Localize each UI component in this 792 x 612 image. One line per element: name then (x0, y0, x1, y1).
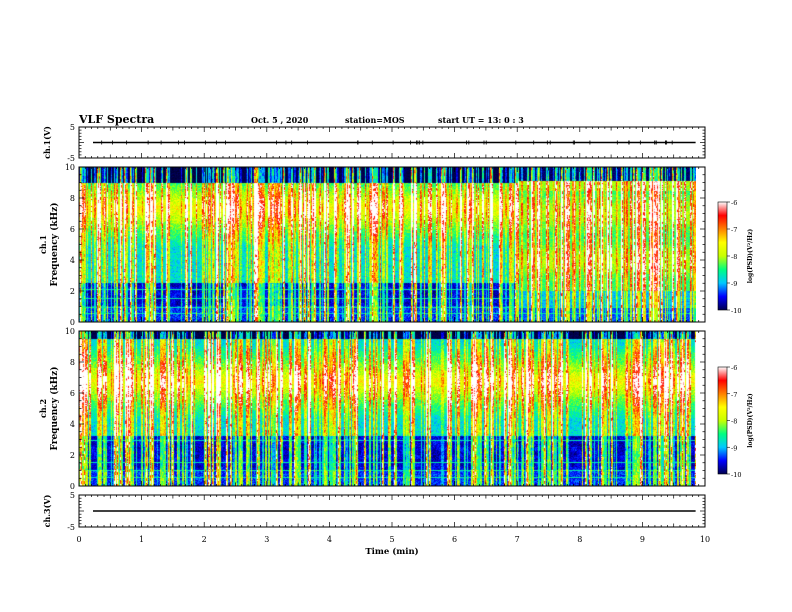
y-tick-label: 4 (70, 256, 75, 265)
y-tick-label: 2 (70, 451, 75, 460)
x-tick-label: 4 (327, 535, 332, 544)
y-tick-label: 2 (70, 287, 75, 296)
start-ut-label: start UT = 13: 0 : 3 (438, 115, 524, 125)
x-tick-label: 8 (577, 535, 582, 544)
station-label: station=MOS (345, 115, 405, 125)
panel-label-1: ch.1(V) (42, 126, 52, 159)
colorbar-tick-label: -8 (731, 418, 737, 426)
panel-label-3: ch.2 (38, 399, 48, 418)
panel-label-2: ch.1 (38, 235, 48, 254)
y-tick-label: 10 (65, 163, 75, 172)
colorbar-2 (717, 366, 728, 475)
x-tick-label: 10 (700, 535, 710, 544)
panel-ylabel-2: Frequency (kHz) (49, 202, 60, 286)
x-tick-label: 2 (202, 535, 207, 544)
colorbar-tick-label: -10 (731, 307, 741, 315)
chart-title: VLF Spectra (79, 113, 155, 126)
x-tick-label: 5 (389, 535, 394, 544)
x-axis-label: Time (min) (365, 546, 418, 557)
y-tick-label: 10 (65, 327, 75, 336)
spectrogram-ch2-image (79, 331, 696, 486)
y-tick-label: 8 (70, 358, 75, 367)
y-tick-label: 5 (70, 123, 75, 132)
x-tick-label: 9 (640, 535, 645, 544)
colorbar-tick-label: -6 (731, 364, 737, 372)
y-tick-label: 5 (70, 491, 75, 500)
colorbar-tick-label: -9 (731, 444, 737, 452)
colorbar-tick-label: -6 (731, 199, 737, 207)
colorbar-label-2: log(PSD)(V²/Hz) (747, 393, 754, 448)
colorbar-tick-label: -7 (731, 226, 737, 234)
y-tick-label: 6 (70, 389, 75, 398)
panel-label-4: ch.3(V) (42, 494, 52, 527)
colorbar-tick-label: -8 (731, 253, 737, 261)
spectrogram-ch1-image (79, 167, 696, 322)
x-tick-label: 1 (139, 535, 144, 544)
y-tick-label: -5 (67, 154, 75, 163)
colorbar-tick-label: -7 (731, 391, 737, 399)
x-tick-label: 6 (452, 535, 457, 544)
y-tick-label: 0 (70, 318, 75, 327)
colorbar-1 (717, 201, 728, 311)
x-tick-label: 3 (264, 535, 269, 544)
y-tick-label: -5 (67, 523, 75, 532)
colorbar-label-1: log(PSD)(V²/Hz) (747, 229, 754, 284)
y-tick-label: 6 (70, 225, 75, 234)
y-tick-label: 8 (70, 194, 75, 203)
colorbar-tick-label: -10 (731, 471, 741, 479)
x-tick-label: 7 (515, 535, 520, 544)
colorbar-tick-label: -9 (731, 280, 737, 288)
panel-ylabel-3: Frequency (kHz) (49, 366, 60, 450)
y-tick-label: 0 (70, 482, 75, 491)
date-label: Oct. 5 , 2020 (251, 115, 309, 125)
x-tick-label: 0 (76, 535, 81, 544)
y-tick-label: 4 (70, 420, 75, 429)
